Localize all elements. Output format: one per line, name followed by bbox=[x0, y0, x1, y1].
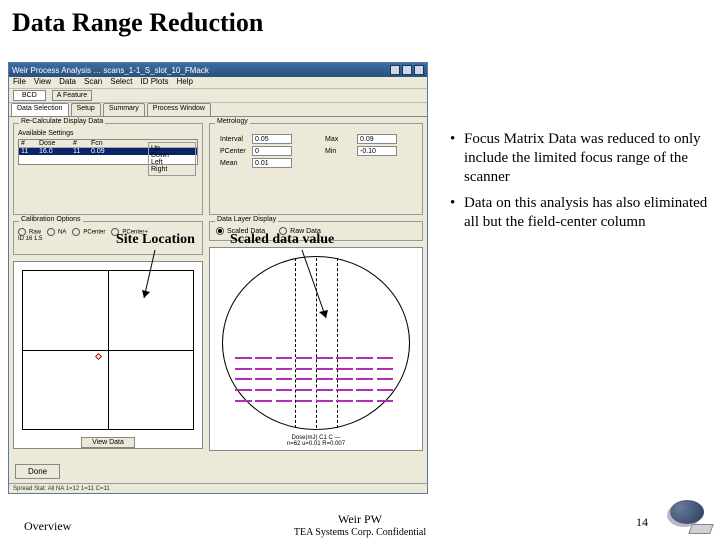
mean-label: Mean bbox=[220, 160, 248, 167]
status-bar: Spread Stat: All NA 1=12 1=11 C=11 bbox=[9, 483, 427, 493]
btn-up[interactable]: Up bbox=[151, 145, 193, 152]
group-data-layer-caption: Data Layer Display bbox=[215, 216, 278, 223]
footer-line1: Weir PW bbox=[0, 512, 720, 527]
tab-data-selection[interactable]: Data Selection bbox=[11, 103, 69, 116]
wafer-data-band bbox=[224, 357, 408, 401]
group-metrology-caption: Metrology bbox=[215, 118, 250, 125]
cell: 0.09 bbox=[89, 148, 123, 155]
menu-data[interactable]: Data bbox=[59, 77, 76, 88]
annotation-site-location: Site Location bbox=[116, 232, 195, 248]
tab-process-window[interactable]: Process Window bbox=[147, 103, 211, 116]
bullet-1: Focus Matrix Data was reduced to only in… bbox=[450, 130, 710, 186]
status-text: Spread Stat: All NA 1=12 1=11 C=11 bbox=[13, 486, 110, 492]
interval-field[interactable]: 0.05 bbox=[252, 134, 292, 144]
maximize-button[interactable] bbox=[402, 65, 412, 75]
col-dose: Dose bbox=[37, 140, 71, 147]
view-data-button[interactable]: View Data bbox=[81, 437, 135, 448]
group-recalculate: Re-Calculate Display Data Available Sett… bbox=[13, 123, 203, 215]
menu-help[interactable]: Help bbox=[176, 77, 192, 88]
window-titlebar[interactable]: Weir Process Analysis … scans_1-1_S_slot… bbox=[9, 63, 427, 77]
toolbar: BCD A Feature bbox=[9, 89, 427, 103]
mean-field[interactable]: 0.01 bbox=[252, 158, 292, 168]
pcenter-label: PCenter bbox=[220, 148, 248, 155]
radio-raw[interactable]: Raw bbox=[18, 228, 41, 236]
arrow-to-site-plot bbox=[140, 248, 170, 308]
toolbar-feature-button[interactable]: A Feature bbox=[52, 90, 92, 101]
bullet-list: Focus Matrix Data was reduced to only in… bbox=[450, 130, 710, 240]
radio-na[interactable]: NA bbox=[47, 228, 66, 236]
bullet-2: Data on this analysis has also eliminate… bbox=[450, 194, 710, 232]
cell: 11 bbox=[71, 148, 89, 155]
cell: 16.0 bbox=[37, 148, 71, 155]
wafer-footer-1: Dose(mJ) C1 C — bbox=[210, 435, 422, 442]
toolbar-combo[interactable]: BCD bbox=[13, 90, 46, 101]
min-field[interactable]: -0.10 bbox=[357, 146, 397, 156]
menu-bar: File View Data Scan Select ID Plots Help bbox=[9, 77, 427, 89]
menu-file[interactable]: File bbox=[13, 77, 26, 88]
window-title: Weir Process Analysis … scans_1-1_S_slot… bbox=[12, 66, 209, 75]
col-num2: # bbox=[71, 140, 89, 147]
tab-summary[interactable]: Summary bbox=[103, 103, 145, 116]
interval-label: Interval bbox=[220, 136, 248, 143]
wafer-footer-2: n=62 u=0.01 R=0.007 bbox=[210, 441, 422, 448]
footer-center: Weir PW TEA Systems Corp. Confidential bbox=[0, 512, 720, 538]
annotation-scaled-value: Scaled data value bbox=[230, 232, 334, 248]
slide-title: Data Range Reduction bbox=[12, 8, 263, 38]
max-field[interactable]: 0.09 bbox=[357, 134, 397, 144]
col-num1: # bbox=[19, 140, 37, 147]
btn-right[interactable]: Right bbox=[151, 166, 193, 173]
group-recalculate-caption: Re-Calculate Display Data bbox=[19, 118, 105, 125]
min-label: Min bbox=[325, 148, 353, 155]
col-fcn: Fcn bbox=[89, 140, 123, 147]
menu-select[interactable]: Select bbox=[110, 77, 132, 88]
page-number: 14 bbox=[636, 515, 648, 530]
site-location-plot: View Data bbox=[13, 261, 203, 449]
footer-line2: TEA Systems Corp. Confidential bbox=[0, 527, 720, 538]
logo-icon bbox=[658, 500, 712, 534]
done-button[interactable]: Done bbox=[15, 464, 60, 479]
menu-view[interactable]: View bbox=[34, 77, 51, 88]
group-calibration-caption: Calibration Options bbox=[19, 216, 83, 223]
btn-down[interactable]: Down bbox=[151, 152, 193, 159]
arrow-to-wafer-plot bbox=[300, 248, 340, 328]
pcenter-field[interactable]: 0 bbox=[252, 146, 292, 156]
max-label: Max bbox=[325, 136, 353, 143]
cell: 11 bbox=[19, 148, 37, 155]
minimize-button[interactable] bbox=[390, 65, 400, 75]
menu-scan[interactable]: Scan bbox=[84, 77, 102, 88]
close-button[interactable] bbox=[414, 65, 424, 75]
btn-left[interactable]: Left bbox=[151, 159, 193, 166]
tab-content: Re-Calculate Display Data Available Sett… bbox=[9, 117, 427, 483]
tab-setup[interactable]: Setup bbox=[71, 103, 101, 116]
radio-pcenter[interactable]: PCenter bbox=[72, 228, 105, 236]
menu-idplots[interactable]: ID Plots bbox=[140, 77, 168, 88]
available-settings-label: Available Settings bbox=[18, 130, 198, 137]
tab-strip: Data Selection Setup Summary Process Win… bbox=[9, 103, 427, 117]
group-metrology: Metrology Interval0.05 PCenter0 Mean0.01… bbox=[209, 123, 423, 215]
app-window: Weir Process Analysis … scans_1-1_S_slot… bbox=[8, 62, 428, 494]
